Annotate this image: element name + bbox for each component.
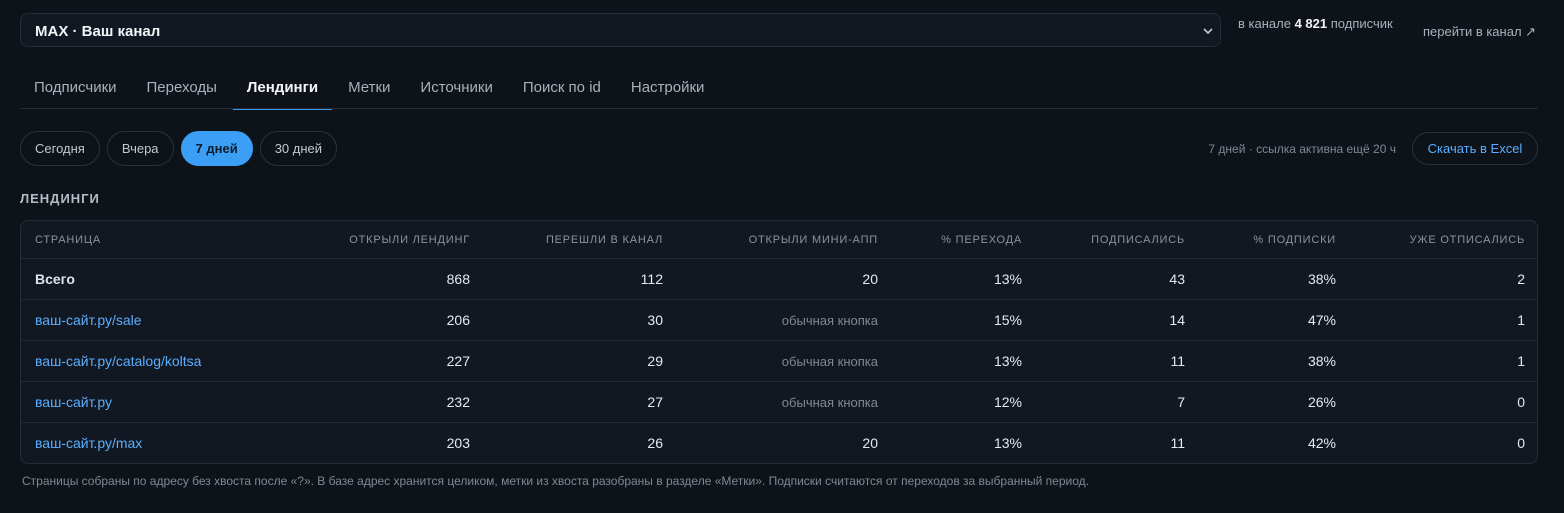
channel-select[interactable]: MAX · Ваш канал [20,13,1221,47]
period-selector: Сегодня Вчера 7 дней 30 дней [20,131,344,166]
table-cell: 13% [892,340,1036,382]
table-cell: 20 [677,258,892,300]
table-cell: 38% [1199,258,1350,300]
column-header: ОТКРЫЛИ МИНИ-АПП [677,221,892,259]
subscribers-info: в канале 4 821 подписчик [1238,16,1393,31]
landings-table: СТРАНИЦА ОТКРЫЛИ ЛЕНДИНГ ПЕРЕШЛИ В КАНАЛ ОТ… [21,221,1537,464]
table-cell: 1 [1350,299,1537,341]
table-cell: 12% [892,381,1036,423]
table-cell: 42% [1307,435,1336,451]
tab[interactable]: Настройки [630,79,705,96]
table-cell: 47% [1199,299,1350,341]
table-cell: 0 [1517,435,1525,451]
tab-bar: Подписчики Переходы Лендинги Метки Источники… [20,70,720,110]
table-cell: 203 [446,435,470,451]
chevron-icon [1203,28,1213,35]
footnote: Страницы собраны по адресу без хвоста по… [22,474,1089,488]
tab[interactable]: Лендинги [232,70,333,110]
table-cell: 43 [1036,258,1199,300]
column-header: ПЕРЕШЛИ В КАНАЛ [484,221,677,259]
table-cell: 20 [862,435,878,451]
period-pill[interactable]: 30 дней [259,131,338,166]
table-cell: 38% [1199,340,1350,382]
table-cell: 227 [301,340,484,382]
tab[interactable]: Метки [348,79,391,96]
table-cell: 26% [1199,381,1350,423]
table-cell: 13% [993,435,1022,451]
table-cell: 868 [301,258,484,300]
tab[interactable]: Подписчики [34,79,117,96]
table-row: ваш-сайт.ру/catalog/koltsa 227 29 обычная к… [21,340,1537,382]
table-cell: 15% [892,299,1036,341]
subscribers-prefix: в канале [1238,16,1291,31]
channel-select-text: MAX · Ваш канал [35,23,161,40]
table-cell: 0 [1350,381,1537,423]
tab[interactable]: Переходы [146,79,217,96]
table-cell: 7 [1036,381,1199,423]
section-title: ЛЕНДИНГИ [20,191,100,206]
table-cell: 30 [484,299,677,341]
table-cell: 29 [484,340,677,382]
table-cell: 14 [1036,299,1199,341]
column-header: % ПОДПИСКИ [1199,221,1350,259]
table-row: ваш-сайт.ру 232 27 обычная кнопка 12% 7 26% 0 [21,381,1537,423]
subscribers-suffix: подписчик [1330,16,1393,31]
table-cell: обычная кнопка [677,299,892,341]
page-link[interactable]: ваш-сайт.ру/max [35,435,143,451]
period-pill[interactable]: 7 дней [180,131,253,166]
table-cell: 13% [892,258,1036,300]
column-header: ОТКРЫЛИ ЛЕНДИНГ [301,221,484,259]
table-row: ваш-сайт.ру/sale 206 30 обычная кнопка 15% 14… [21,299,1537,341]
page-link[interactable]: ваш-сайт.ру/sale [21,299,301,341]
period-pill[interactable]: Сегодня [20,131,100,166]
table-cell: 112 [484,258,677,300]
page-link[interactable]: ваш-сайт.ру/catalog/koltsa [21,340,301,382]
column-header: УЖЕ ОТПИСАЛИСЬ [1350,221,1537,259]
tab[interactable]: Поиск по id [522,79,601,96]
table-row: Всего 868 112 20 13% 43 38% 2 [21,258,1537,300]
table-cell: 232 [301,381,484,423]
subscribers-count: 4 821 [1294,16,1328,31]
table-cell: 11 [1036,340,1199,382]
column-header: % ПЕРЕХОДА [892,221,1036,259]
table-cell: обычная кнопка [677,340,892,382]
table-row: ваш-сайт.ру/max 203 26 20 13% 11 42% 0 [21,423,1537,464]
table-cell: 27 [484,381,677,423]
table-cell: обычная кнопка [677,381,892,423]
column-header: ПОДПИСАЛИСЬ [1036,221,1199,259]
period-pill[interactable]: Вчера [106,131,174,166]
status-text: 7 дней · ссылка активна ещё 20 ч [1208,142,1396,156]
header-row: СТРАНИЦА ОТКРЫЛИ ЛЕНДИНГ ПЕРЕШЛИ В КАНАЛ ОТ… [21,221,1537,259]
tab[interactable]: Источники [420,79,493,96]
table-container: СТРАНИЦА ОТКРЫЛИ ЛЕНДИНГ ПЕРЕШЛИ В КАНАЛ ОТ… [20,220,1538,464]
column-header: СТРАНИЦА [21,221,301,259]
table-cell: 11 [1170,435,1185,451]
download-button[interactable]: Скачать в Excel [1412,132,1538,165]
table-cell: Всего [21,258,301,300]
table-cell: 26 [647,435,663,451]
table-body: Всего 868 112 20 13% 43 38% 2 ваш-сайт.ру/sale 20… [21,258,1537,464]
channel-link[interactable]: перейти в канал ↗ [1423,24,1537,39]
table-cell: 206 [301,299,484,341]
table-cell: 2 [1350,258,1537,300]
table-cell: 1 [1350,340,1537,382]
page-link[interactable]: ваш-сайт.ру [21,381,301,423]
divider [20,108,1538,109]
